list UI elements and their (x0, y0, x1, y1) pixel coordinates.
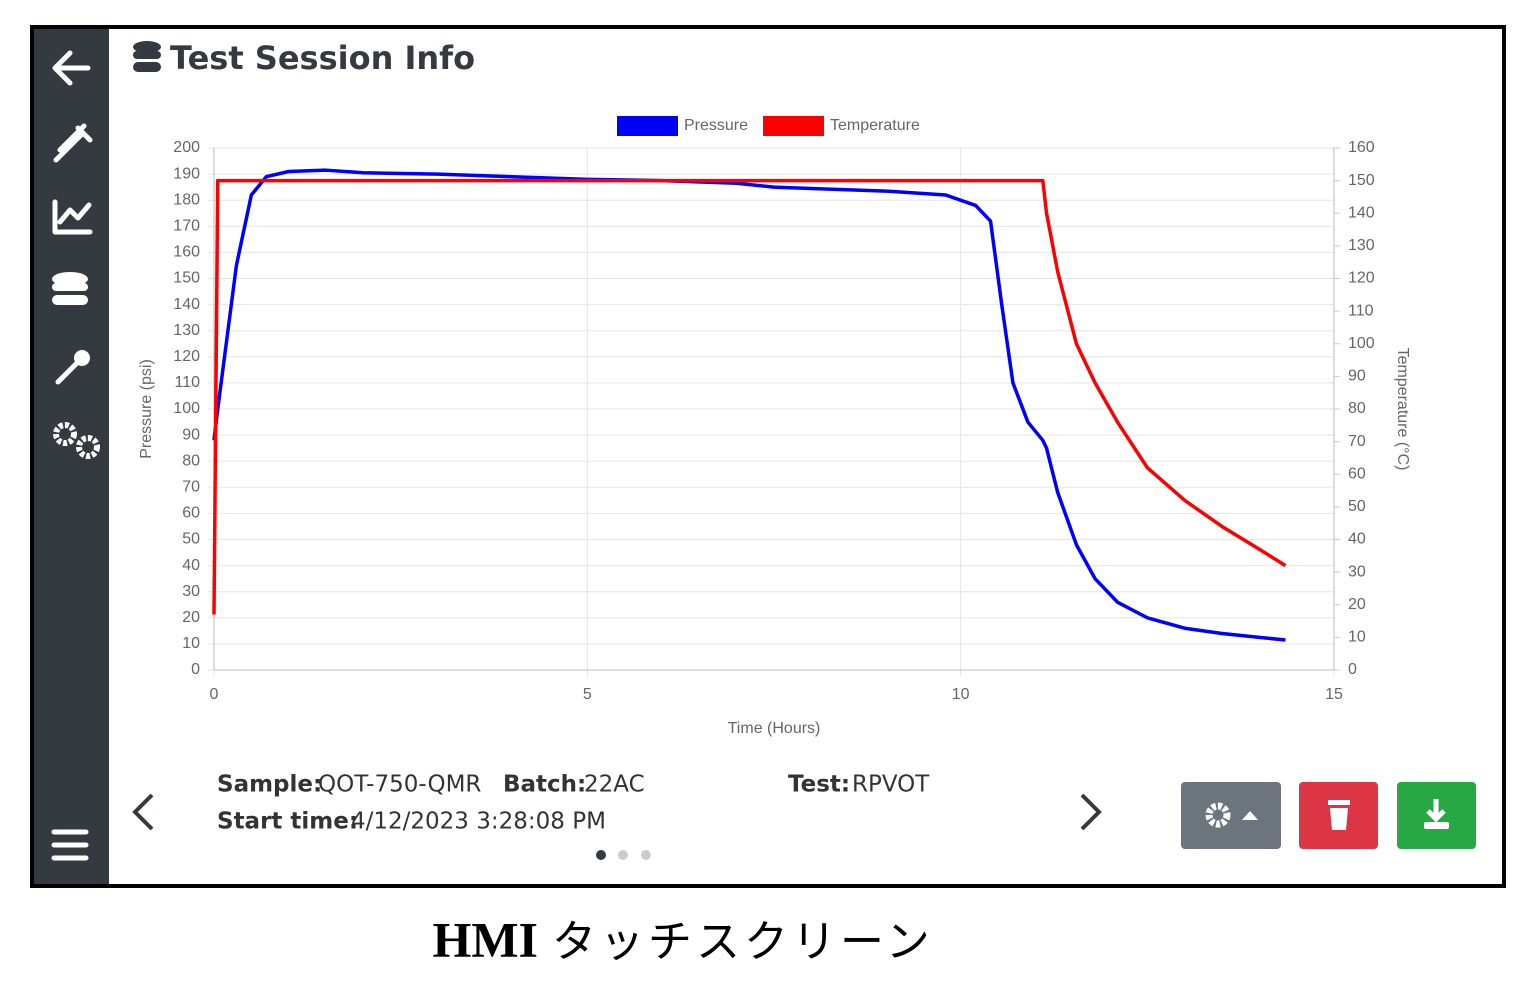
y-tick-label: 130 (173, 322, 200, 339)
y2-tick-label: 30 (1348, 563, 1366, 580)
y-tick-label: 160 (173, 244, 200, 261)
page-title: Test Session Info (170, 39, 475, 77)
page-dot[interactable] (596, 850, 606, 860)
y-tick-label: 30 (182, 583, 200, 600)
y-tick-label: 50 (182, 531, 200, 548)
page-dot[interactable] (618, 850, 628, 860)
y-tick-label: 170 (173, 218, 200, 235)
next-button[interactable] (1080, 793, 1102, 831)
x-tick-label: 10 (952, 686, 970, 703)
y-tick-label: 150 (173, 270, 200, 287)
y2-tick-label: 80 (1348, 400, 1366, 417)
legend-label: Temperature (830, 117, 920, 134)
legend-item[interactable]: Pressure (617, 116, 748, 136)
y-tick-label: 190 (173, 165, 200, 182)
info-value: RPVOT (852, 772, 930, 798)
header-icon (133, 41, 161, 72)
legend-swatch (617, 116, 678, 136)
nav-menu[interactable] (51, 829, 89, 861)
x-tick-label: 15 (1325, 686, 1343, 703)
y-tick-label: 60 (182, 505, 200, 522)
y2-tick-label: 70 (1348, 433, 1366, 450)
legend-label: Pressure (684, 117, 748, 134)
screen-frame (30, 25, 1506, 888)
y-tick-label: 200 (173, 139, 200, 156)
y2-tick-label: 120 (1348, 270, 1375, 287)
y2-tick-label: 130 (1348, 237, 1375, 254)
info-label: Sample: (217, 772, 322, 798)
nav-settings[interactable] (53, 422, 100, 459)
y-tick-label: 10 (182, 635, 200, 652)
page-dot[interactable] (641, 850, 651, 860)
y2-tick-label: 160 (1348, 139, 1375, 156)
y2-tick-label: 90 (1348, 368, 1366, 385)
info-value: QOT-750-QMR (318, 772, 481, 798)
info-label: Start time: (217, 809, 358, 835)
download-button[interactable] (1397, 782, 1476, 849)
nav-tools[interactable] (55, 350, 90, 385)
nav-chart[interactable] (52, 199, 93, 235)
y2-tick-label: 60 (1348, 465, 1366, 482)
y-tick-label: 140 (173, 296, 200, 313)
chart: 0102030405060708090100110120130140150160… (138, 116, 1411, 737)
x-axis-label: Time (Hours) (728, 720, 821, 737)
x-tick-label: 5 (583, 686, 592, 703)
x-tick-label: 0 (210, 686, 219, 703)
sidebar (34, 29, 109, 884)
y-tick-label: 40 (182, 557, 200, 574)
nav-database[interactable] (52, 272, 88, 305)
series-line (212, 178, 1287, 615)
caption-text: タッチスクリーン (552, 917, 934, 968)
y-tick-label: 100 (173, 400, 200, 417)
y2-tick-label: 100 (1348, 335, 1375, 352)
legend-swatch (763, 116, 825, 136)
y2-tick-label: 10 (1348, 629, 1366, 646)
prev-button[interactable] (132, 793, 154, 831)
y2-tick-label: 140 (1348, 204, 1375, 221)
info-label: Batch: (503, 772, 586, 798)
y2-tick-label: 20 (1348, 596, 1366, 613)
y-tick-label: 180 (173, 191, 200, 208)
y-tick-label: 0 (191, 661, 200, 678)
y-tick-label: 70 (182, 479, 200, 496)
info-value: 4/12/2023 3:28:08 PM (351, 809, 606, 835)
settings-button[interactable] (1181, 782, 1281, 849)
series-line (212, 168, 1286, 642)
y-tick-label: 120 (173, 348, 200, 365)
y-tick-label: 110 (174, 374, 200, 391)
y-tick-label: 90 (182, 426, 200, 443)
y2-tick-label: 0 (1348, 661, 1357, 678)
y-tick-label: 20 (182, 609, 200, 626)
y2-tick-label: 40 (1348, 531, 1366, 548)
caption-bold: HMI (432, 911, 538, 967)
legend-item[interactable]: Temperature (763, 116, 920, 136)
y-tick-label: 80 (182, 452, 200, 469)
y2-axis-label: Temperature (°C) (1394, 348, 1411, 471)
y2-tick-label: 50 (1348, 498, 1366, 515)
info-label: Test: (788, 772, 850, 798)
delete-button[interactable] (1299, 782, 1378, 849)
info-value: 22AC (584, 772, 645, 798)
y2-tick-label: 150 (1348, 172, 1375, 189)
y-axis-label: Pressure (psi) (138, 359, 155, 459)
y2-tick-label: 110 (1348, 302, 1374, 319)
nav-probe[interactable] (53, 123, 93, 163)
nav-back[interactable] (52, 50, 91, 86)
